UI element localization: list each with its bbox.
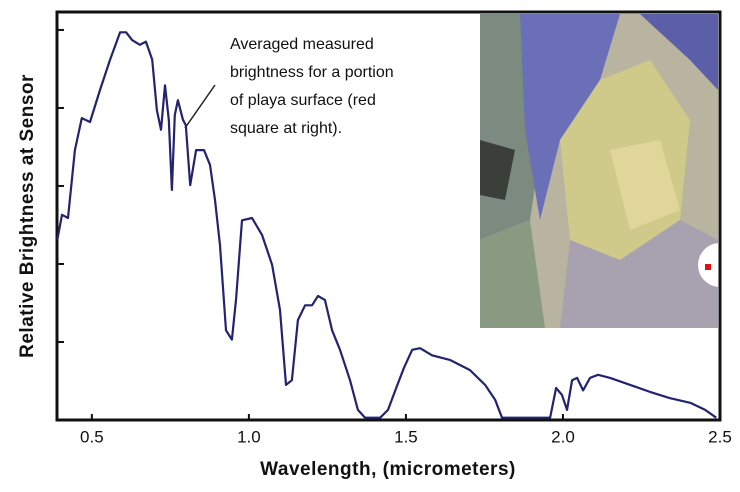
x-tick-label: 0.5 xyxy=(80,427,104,446)
inset-image xyxy=(480,14,740,328)
annotation: Averaged measured xyxy=(230,36,374,53)
x-tick-label: 2.5 xyxy=(708,427,732,446)
annotation: brightness for a portion xyxy=(230,64,394,81)
x-tick-label: 2.0 xyxy=(551,427,575,446)
annotation-pointer xyxy=(184,84,216,129)
y-axis-title: Relative Brightness at Sensor xyxy=(17,74,38,358)
x-tick-label: 1.5 xyxy=(394,427,418,446)
plot-frame xyxy=(55,10,722,422)
x-tick-label: 1.0 xyxy=(237,427,261,446)
annotation: of playa surface (red xyxy=(230,92,376,109)
spectrum-line xyxy=(56,31,717,419)
annotation: square at right). xyxy=(230,120,342,137)
x-axis-title: Wavelength, (micrometers) xyxy=(260,459,516,480)
